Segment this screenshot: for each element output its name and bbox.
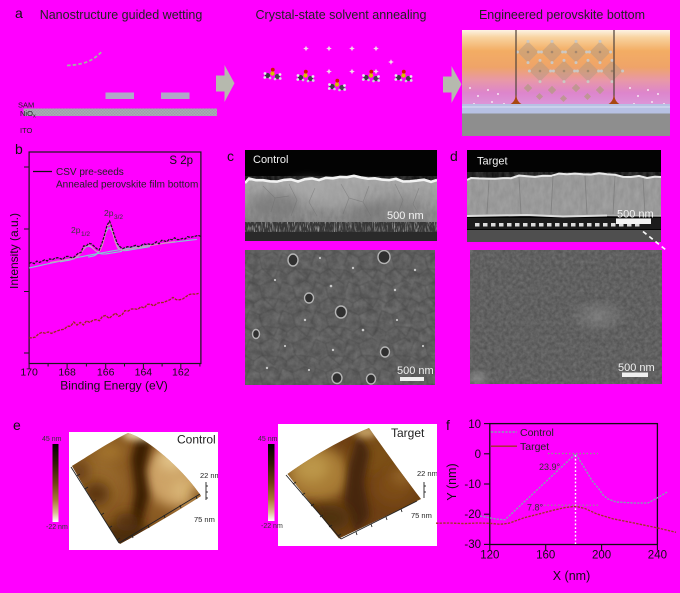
svg-text:SAM: SAM (18, 101, 34, 110)
svg-text:Target: Target (391, 426, 425, 440)
svg-text:0: 0 (475, 449, 481, 461)
svg-text:10: 10 (468, 419, 481, 431)
svg-text:200: 200 (592, 550, 611, 562)
svg-text:Control: Control (177, 433, 216, 447)
svg-text:-22 nm: -22 nm (261, 523, 283, 529)
svg-text:162: 162 (172, 367, 190, 379)
svg-text:Y (nm): Y (nm) (445, 463, 459, 500)
svg-text:Target: Target (477, 156, 508, 168)
svg-text:-10: -10 (464, 479, 481, 491)
svg-text:CSV pre-seeds: CSV pre-seeds (56, 167, 124, 178)
svg-text:240: 240 (648, 550, 667, 562)
svg-text:Annealed perovskite film botto: Annealed perovskite film bottom (56, 180, 198, 191)
svg-text:1/2: 1/2 (81, 231, 90, 238)
svg-text:Binding Energy (eV): Binding Energy (eV) (60, 379, 167, 393)
svg-text:170: 170 (20, 367, 38, 379)
svg-text:75 nm: 75 nm (411, 511, 432, 520)
svg-text:500 nm: 500 nm (618, 362, 655, 374)
svg-text:45 nm: 45 nm (42, 436, 62, 443)
svg-text:2p: 2p (104, 208, 114, 218)
svg-text:120: 120 (480, 550, 499, 562)
svg-text:Target: Target (520, 441, 549, 453)
svg-text:NiO: NiO (20, 109, 33, 118)
svg-text:S 2p: S 2p (169, 155, 193, 167)
svg-text:166: 166 (97, 367, 115, 379)
svg-text:Control: Control (253, 154, 288, 166)
svg-text:22 nm: 22 nm (200, 471, 218, 480)
svg-text:500 nm: 500 nm (387, 210, 424, 222)
svg-text:500 nm: 500 nm (397, 365, 434, 377)
svg-text:Intensity (a.u.): Intensity (a.u.) (10, 213, 21, 289)
svg-text:45 nm: 45 nm (258, 436, 278, 443)
svg-text:160: 160 (536, 550, 555, 562)
svg-text:168: 168 (58, 367, 76, 379)
svg-text:-20: -20 (464, 509, 481, 521)
svg-text:ITO: ITO (20, 126, 33, 135)
svg-text:23.9°: 23.9° (539, 462, 561, 472)
svg-text:7.8°: 7.8° (527, 503, 544, 513)
svg-text:x: x (33, 114, 36, 120)
svg-text:3/2: 3/2 (114, 214, 123, 221)
svg-text:22 nm: 22 nm (417, 469, 437, 478)
svg-text:-30: -30 (464, 539, 481, 551)
svg-text:164: 164 (135, 367, 153, 379)
svg-text:500 nm: 500 nm (617, 209, 654, 221)
svg-text:75 nm: 75 nm (194, 515, 215, 524)
svg-text:-22 nm: -22 nm (46, 524, 68, 529)
svg-text:Control: Control (520, 427, 554, 439)
svg-text:X (nm): X (nm) (553, 569, 591, 583)
svg-text:2p: 2p (71, 225, 81, 235)
